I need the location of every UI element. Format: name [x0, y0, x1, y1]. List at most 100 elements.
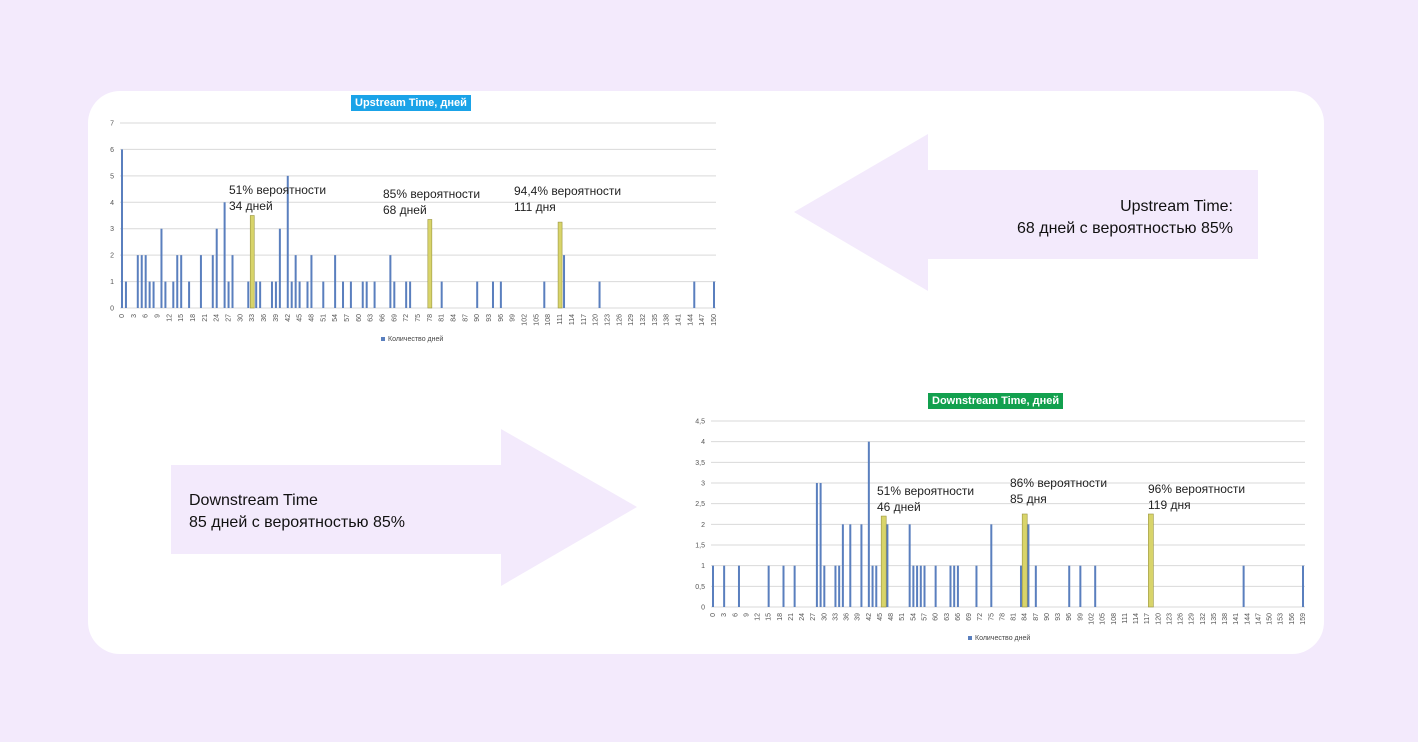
- upstream-xtick-label: 3: [131, 314, 138, 318]
- upstream-xtick-label: 144: [687, 314, 694, 326]
- upstream-annotation-3: 94,4% вероятности 111 дня: [514, 183, 621, 215]
- downstream-xtick-label: 9: [743, 613, 750, 617]
- downstream-xtick-label: 120: [1155, 613, 1162, 625]
- downstream-percentile-bar: [1148, 513, 1154, 608]
- downstream-xtick-label: 153: [1278, 613, 1285, 625]
- upstream-bar: [342, 281, 345, 308]
- downstream-xtick-label: 144: [1244, 613, 1251, 625]
- downstream-ytick-label: 2,5: [695, 501, 705, 508]
- downstream-annotation-3-days: 119 дня: [1148, 498, 1191, 512]
- upstream-bar: [693, 281, 696, 308]
- downstream-ytick-label: 0: [701, 605, 705, 612]
- downstream-callout: Downstream Time 85 дней с вероятностью 8…: [189, 490, 405, 534]
- downstream-xtick-label: 135: [1211, 613, 1218, 625]
- downstream-bar: [860, 524, 863, 607]
- upstream-annotation-3-days: 111 дня: [514, 200, 556, 214]
- downstream-xtick-label: 141: [1233, 613, 1240, 625]
- upstream-bar: [409, 281, 412, 308]
- upstream-ytick-label: 7: [110, 121, 114, 128]
- upstream-bar: [563, 255, 566, 308]
- downstream-xtick-label: 21: [788, 613, 795, 621]
- upstream-bar: [144, 255, 147, 308]
- downstream-bar: [875, 565, 878, 607]
- downstream-ytick-label: 1,5: [695, 543, 705, 550]
- upstream-bar: [389, 255, 392, 308]
- downstream-annotation-1: 51% вероятности 46 дней: [877, 483, 974, 515]
- downstream-xtick-label: 45: [877, 613, 884, 621]
- upstream-bar: [298, 281, 301, 308]
- downstream-bar: [871, 565, 874, 607]
- upstream-callout-line1: Upstream Time:: [1120, 198, 1233, 215]
- upstream-percentile-bar: [557, 221, 563, 309]
- upstream-callout: Upstream Time: 68 дней с вероятностью 85…: [1017, 196, 1233, 240]
- upstream-xtick-label: 138: [664, 314, 671, 326]
- downstream-xtick-label: 81: [1011, 613, 1018, 621]
- downstream-legend-label: Количество дней: [975, 635, 1031, 642]
- downstream-ytick-label: 0,5: [695, 584, 705, 591]
- upstream-xtick-label: 51: [320, 314, 327, 322]
- downstream-xtick-label: 18: [777, 613, 784, 621]
- upstream-xtick-label: 63: [368, 314, 375, 322]
- upstream-xtick-label: 84: [451, 314, 458, 322]
- downstream-xtick-label: 33: [832, 613, 839, 621]
- upstream-xtick-label: 33: [249, 314, 256, 322]
- downstream-bar: [823, 565, 826, 607]
- upstream-xtick-label: 99: [510, 314, 517, 322]
- upstream-bar: [227, 281, 230, 308]
- legend-swatch: [968, 636, 972, 641]
- upstream-xtick-label: 21: [202, 314, 209, 322]
- upstream-bar: [188, 281, 191, 308]
- downstream-bar: [1302, 565, 1304, 607]
- upstream-xtick-label: 117: [581, 314, 588, 325]
- downstream-xtick-label: 48: [888, 613, 895, 621]
- upstream-bar: [270, 281, 273, 308]
- upstream-xtick-label: 81: [439, 314, 446, 322]
- downstream-bar: [834, 565, 837, 607]
- downstream-xtick-label: 60: [933, 613, 940, 621]
- upstream-bar: [373, 281, 376, 308]
- downstream-bar: [1242, 565, 1245, 607]
- downstream-xtick-label: 51: [899, 613, 906, 621]
- upstream-xtick-label: 108: [545, 314, 552, 326]
- downstream-xtick-label: 138: [1222, 613, 1229, 625]
- upstream-xtick-label: 27: [226, 314, 233, 322]
- downstream-xtick-label: 30: [821, 613, 828, 621]
- upstream-ytick-label: 3: [110, 226, 114, 233]
- downstream-xtick-label: 93: [1055, 613, 1062, 621]
- upstream-bar: [322, 281, 325, 308]
- upstream-xtick-label: 96: [498, 314, 505, 322]
- upstream-bar: [259, 281, 262, 308]
- upstream-bar: [211, 255, 214, 308]
- downstream-bar: [737, 565, 740, 607]
- upstream-xtick-label: 120: [593, 314, 600, 326]
- upstream-bar: [476, 281, 479, 308]
- downstream-bar: [767, 565, 770, 607]
- upstream-bar: [491, 281, 494, 308]
- upstream-xtick-label: 90: [474, 314, 481, 322]
- upstream-bar: [152, 281, 155, 308]
- upstream-annotation-2-days: 68 дней: [383, 203, 427, 217]
- downstream-xtick-label: 111: [1122, 613, 1129, 624]
- downstream-xtick-label: 132: [1200, 613, 1207, 625]
- downstream-bar: [919, 565, 922, 607]
- downstream-xtick-label: 42: [866, 613, 873, 621]
- downstream-xtick-label: 90: [1044, 613, 1051, 621]
- downstream-xtick-label: 78: [999, 613, 1006, 621]
- downstream-bar: [841, 524, 844, 607]
- downstream-bar: [1068, 565, 1071, 607]
- upstream-xtick-label: 57: [344, 314, 351, 322]
- upstream-xtick-label: 9: [155, 314, 162, 318]
- upstream-xtick-label: 18: [190, 314, 197, 322]
- downstream-callout-line2: 85 дней с вероятностью 85%: [189, 514, 406, 531]
- downstream-xtick-label: 129: [1189, 613, 1196, 625]
- upstream-xtick-label: 147: [699, 314, 706, 326]
- downstream-bar: [867, 441, 870, 607]
- upstream-bar: [499, 281, 502, 308]
- downstream-bar: [1094, 565, 1097, 607]
- downstream-xtick-label: 69: [966, 613, 973, 621]
- downstream-bar: [712, 565, 714, 607]
- downstream-annotation-1-pct: 51% вероятности: [877, 484, 975, 498]
- downstream-xtick-label: 123: [1166, 613, 1173, 625]
- upstream-xtick-label: 60: [356, 314, 363, 322]
